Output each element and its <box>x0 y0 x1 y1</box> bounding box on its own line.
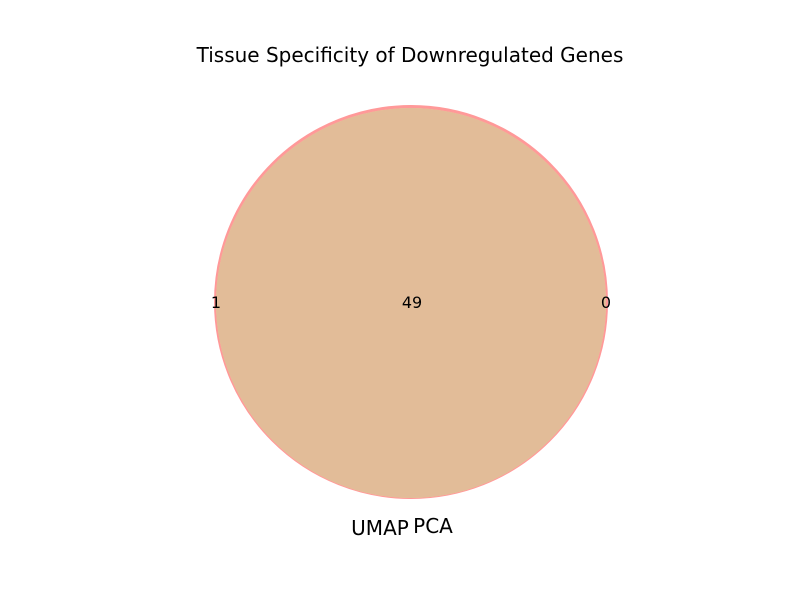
set-label-umap: UMAP <box>351 516 409 540</box>
set-intersection-region <box>216 108 606 498</box>
set-label-pca: PCA <box>413 514 453 538</box>
set-only-count-umap: 1 <box>211 293 221 312</box>
intersection-count: 49 <box>402 293 422 312</box>
set-only-count-pca: 0 <box>601 293 611 312</box>
venn-circles <box>214 105 608 499</box>
chart-title: Tissue Specificity of Downregulated Gene… <box>196 43 624 67</box>
